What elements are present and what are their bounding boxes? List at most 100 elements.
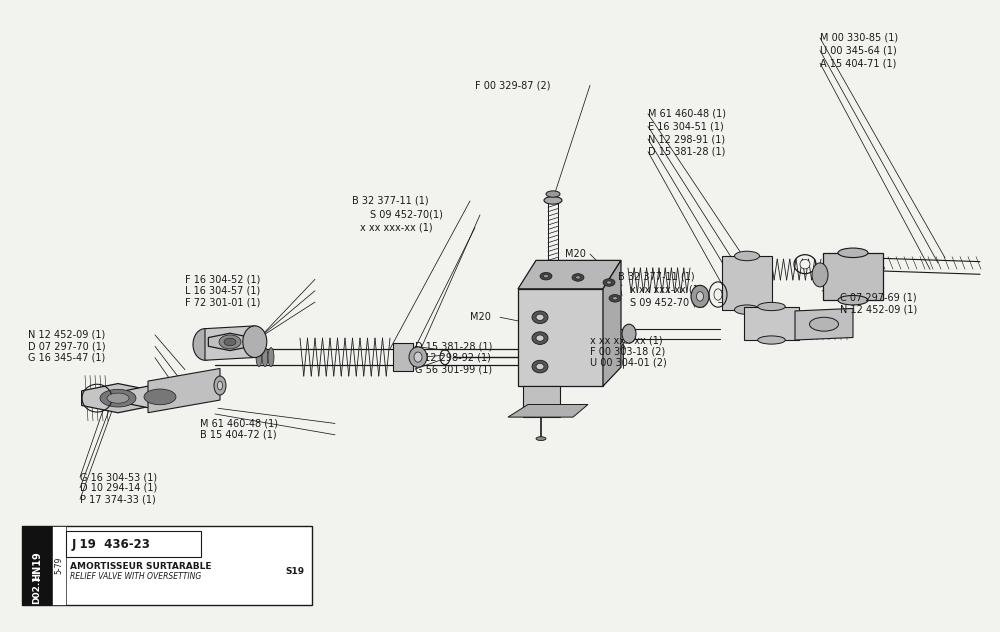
Ellipse shape <box>144 389 176 405</box>
Polygon shape <box>523 386 560 417</box>
Bar <box>52 526 66 605</box>
Ellipse shape <box>243 326 267 358</box>
Ellipse shape <box>536 363 544 370</box>
Ellipse shape <box>536 437 546 441</box>
Ellipse shape <box>214 376 226 395</box>
Ellipse shape <box>532 360 548 373</box>
Bar <box>66 531 201 557</box>
Text: D 15 381-28 (1): D 15 381-28 (1) <box>415 341 492 351</box>
Ellipse shape <box>107 393 129 403</box>
Ellipse shape <box>546 191 560 197</box>
Text: C 07 297-69 (1): C 07 297-69 (1) <box>840 292 917 302</box>
Text: x xx xxx-xx (1): x xx xxx-xx (1) <box>630 284 703 295</box>
Text: B 32 377-11 (1): B 32 377-11 (1) <box>352 196 429 206</box>
Polygon shape <box>127 384 193 410</box>
Text: B 32 377-11 (1): B 32 377-11 (1) <box>618 272 695 282</box>
Ellipse shape <box>218 381 222 390</box>
Text: P 17 374-33 (1): P 17 374-33 (1) <box>80 494 156 504</box>
Ellipse shape <box>812 263 828 287</box>
Text: P 12 298-92 (1): P 12 298-92 (1) <box>415 353 491 363</box>
Text: U 00 304-01 (2): U 00 304-01 (2) <box>590 358 667 368</box>
Ellipse shape <box>409 347 427 367</box>
Text: L 16 304-57 (1): L 16 304-57 (1) <box>185 286 260 296</box>
Text: U 00 345-64 (1): U 00 345-64 (1) <box>820 46 897 56</box>
Text: M 61 460-48 (1): M 61 460-48 (1) <box>648 109 726 119</box>
Polygon shape <box>744 307 799 340</box>
Ellipse shape <box>572 274 584 281</box>
Polygon shape <box>603 260 621 386</box>
Ellipse shape <box>268 348 274 367</box>
Ellipse shape <box>800 260 810 269</box>
Text: N 12 298-91 (1): N 12 298-91 (1) <box>648 134 725 144</box>
Ellipse shape <box>606 281 612 284</box>
Polygon shape <box>82 384 154 413</box>
Ellipse shape <box>734 305 760 315</box>
Ellipse shape <box>838 296 868 305</box>
Text: M20: M20 <box>470 312 491 322</box>
Text: M 00 330-85 (1): M 00 330-85 (1) <box>820 33 898 43</box>
Polygon shape <box>823 253 883 300</box>
Text: S 09 452-70(1): S 09 452-70(1) <box>370 210 443 220</box>
Ellipse shape <box>100 389 136 407</box>
Text: F 16 304-52 (1): F 16 304-52 (1) <box>185 274 260 284</box>
Ellipse shape <box>536 335 544 341</box>
Text: E 16 304-51 (1): E 16 304-51 (1) <box>648 121 724 131</box>
Text: F 00 329-87 (2): F 00 329-87 (2) <box>475 80 550 90</box>
Text: N 12 452-09 (1): N 12 452-09 (1) <box>28 330 105 340</box>
Ellipse shape <box>536 314 544 320</box>
Text: S 09 452-70 (1): S 09 452-70 (1) <box>630 297 706 307</box>
Ellipse shape <box>193 329 217 360</box>
Polygon shape <box>508 404 588 417</box>
Bar <box>22 526 52 605</box>
Polygon shape <box>518 260 621 289</box>
Ellipse shape <box>714 289 722 300</box>
Ellipse shape <box>609 295 621 302</box>
Text: RELIEF VALVE WITH OVERSETTING: RELIEF VALVE WITH OVERSETTING <box>70 572 201 581</box>
Polygon shape <box>795 308 853 340</box>
Text: G 16 304-53 (1): G 16 304-53 (1) <box>80 472 157 482</box>
Polygon shape <box>205 326 255 360</box>
Ellipse shape <box>734 251 760 260</box>
Text: M20: M20 <box>565 249 586 259</box>
Text: D02.1: D02.1 <box>32 574 42 604</box>
Ellipse shape <box>219 335 241 349</box>
Text: HN19: HN19 <box>32 550 42 581</box>
Ellipse shape <box>532 332 548 344</box>
Text: D 10 294-14 (1): D 10 294-14 (1) <box>80 483 157 493</box>
Polygon shape <box>208 333 252 351</box>
Ellipse shape <box>576 276 581 279</box>
Text: 5-79: 5-79 <box>54 557 64 574</box>
Text: G 16 345-47 (1): G 16 345-47 (1) <box>28 353 105 363</box>
Bar <box>393 343 413 371</box>
Ellipse shape <box>838 248 868 258</box>
Ellipse shape <box>224 338 236 346</box>
Text: M 61 460-48 (1): M 61 460-48 (1) <box>200 418 278 428</box>
Ellipse shape <box>544 197 562 204</box>
Text: F 72 301-01 (1): F 72 301-01 (1) <box>185 297 260 307</box>
Ellipse shape <box>810 317 839 331</box>
Polygon shape <box>148 368 220 413</box>
Text: S19: S19 <box>285 567 305 576</box>
Ellipse shape <box>691 285 709 307</box>
Ellipse shape <box>758 302 785 310</box>
Text: D 15 381-28 (1): D 15 381-28 (1) <box>648 147 725 157</box>
Polygon shape <box>722 256 772 310</box>
Text: N 12 452-09 (1): N 12 452-09 (1) <box>840 305 917 315</box>
Ellipse shape <box>256 348 262 367</box>
Text: AMORTISSEUR SURTARABLE: AMORTISSEUR SURTARABLE <box>70 562 212 571</box>
Ellipse shape <box>622 324 636 343</box>
Bar <box>22 526 312 605</box>
Polygon shape <box>518 289 603 386</box>
Ellipse shape <box>532 311 548 324</box>
Ellipse shape <box>544 275 548 278</box>
Ellipse shape <box>696 291 704 301</box>
Text: G 56 301-99 (1): G 56 301-99 (1) <box>415 364 492 374</box>
Ellipse shape <box>540 272 552 280</box>
Ellipse shape <box>758 336 785 344</box>
Ellipse shape <box>414 352 422 362</box>
Text: x xx xxx-xx (1): x xx xxx-xx (1) <box>360 222 433 233</box>
Ellipse shape <box>262 348 268 367</box>
Text: B 15 404-72 (1): B 15 404-72 (1) <box>200 430 277 440</box>
Text: D 07 297-70 (1): D 07 297-70 (1) <box>28 341 106 351</box>
Text: F 00 303-18 (2): F 00 303-18 (2) <box>590 346 665 356</box>
